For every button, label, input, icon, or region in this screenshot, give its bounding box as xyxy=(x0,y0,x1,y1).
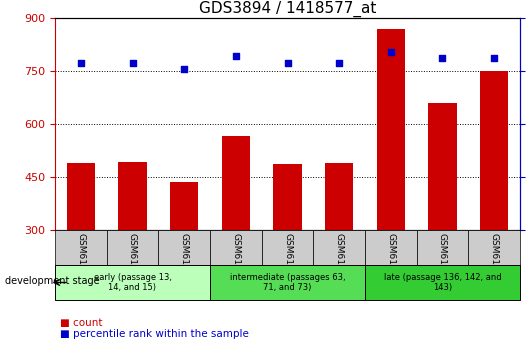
Bar xyxy=(417,230,469,265)
Bar xyxy=(377,29,405,336)
Bar xyxy=(222,136,250,336)
Bar xyxy=(273,164,302,336)
Bar xyxy=(67,163,95,336)
Point xyxy=(232,53,240,59)
Bar xyxy=(210,265,365,300)
Point xyxy=(335,60,343,65)
Text: development stage: development stage xyxy=(5,276,100,286)
Text: late (passage 136, 142, and
143): late (passage 136, 142, and 143) xyxy=(384,273,501,292)
Text: GSM610475: GSM610475 xyxy=(334,233,343,288)
Bar xyxy=(313,230,365,265)
Text: GSM610473: GSM610473 xyxy=(231,233,240,288)
Text: GSM610471: GSM610471 xyxy=(128,233,137,288)
Bar xyxy=(210,230,262,265)
Bar xyxy=(469,230,520,265)
Bar xyxy=(158,230,210,265)
Text: GSM610470: GSM610470 xyxy=(76,233,85,288)
Text: GSM610478: GSM610478 xyxy=(490,233,499,288)
Point xyxy=(490,56,498,61)
Bar xyxy=(107,230,158,265)
Point xyxy=(283,60,292,65)
Text: GSM610472: GSM610472 xyxy=(180,233,189,287)
Text: ■ percentile rank within the sample: ■ percentile rank within the sample xyxy=(60,329,249,339)
Bar xyxy=(365,230,417,265)
Bar xyxy=(170,182,198,336)
Bar xyxy=(55,265,210,300)
Bar xyxy=(55,230,107,265)
Point xyxy=(180,66,188,72)
Point xyxy=(386,49,395,55)
Text: GSM610476: GSM610476 xyxy=(386,233,395,288)
Bar xyxy=(480,71,508,336)
Point xyxy=(128,60,137,65)
Bar xyxy=(428,103,457,336)
Bar xyxy=(118,162,147,336)
Bar xyxy=(325,163,354,336)
Text: GSM610477: GSM610477 xyxy=(438,233,447,288)
Point xyxy=(77,60,85,65)
Title: GDS3894 / 1418577_at: GDS3894 / 1418577_at xyxy=(199,0,376,17)
Text: GSM610474: GSM610474 xyxy=(283,233,292,287)
Bar xyxy=(262,230,313,265)
Text: ■ count: ■ count xyxy=(60,318,103,328)
Point xyxy=(438,56,447,61)
Text: early (passage 13,
14, and 15): early (passage 13, 14, and 15) xyxy=(93,273,172,292)
Text: intermediate (passages 63,
71, and 73): intermediate (passages 63, 71, and 73) xyxy=(229,273,346,292)
Bar xyxy=(365,265,520,300)
